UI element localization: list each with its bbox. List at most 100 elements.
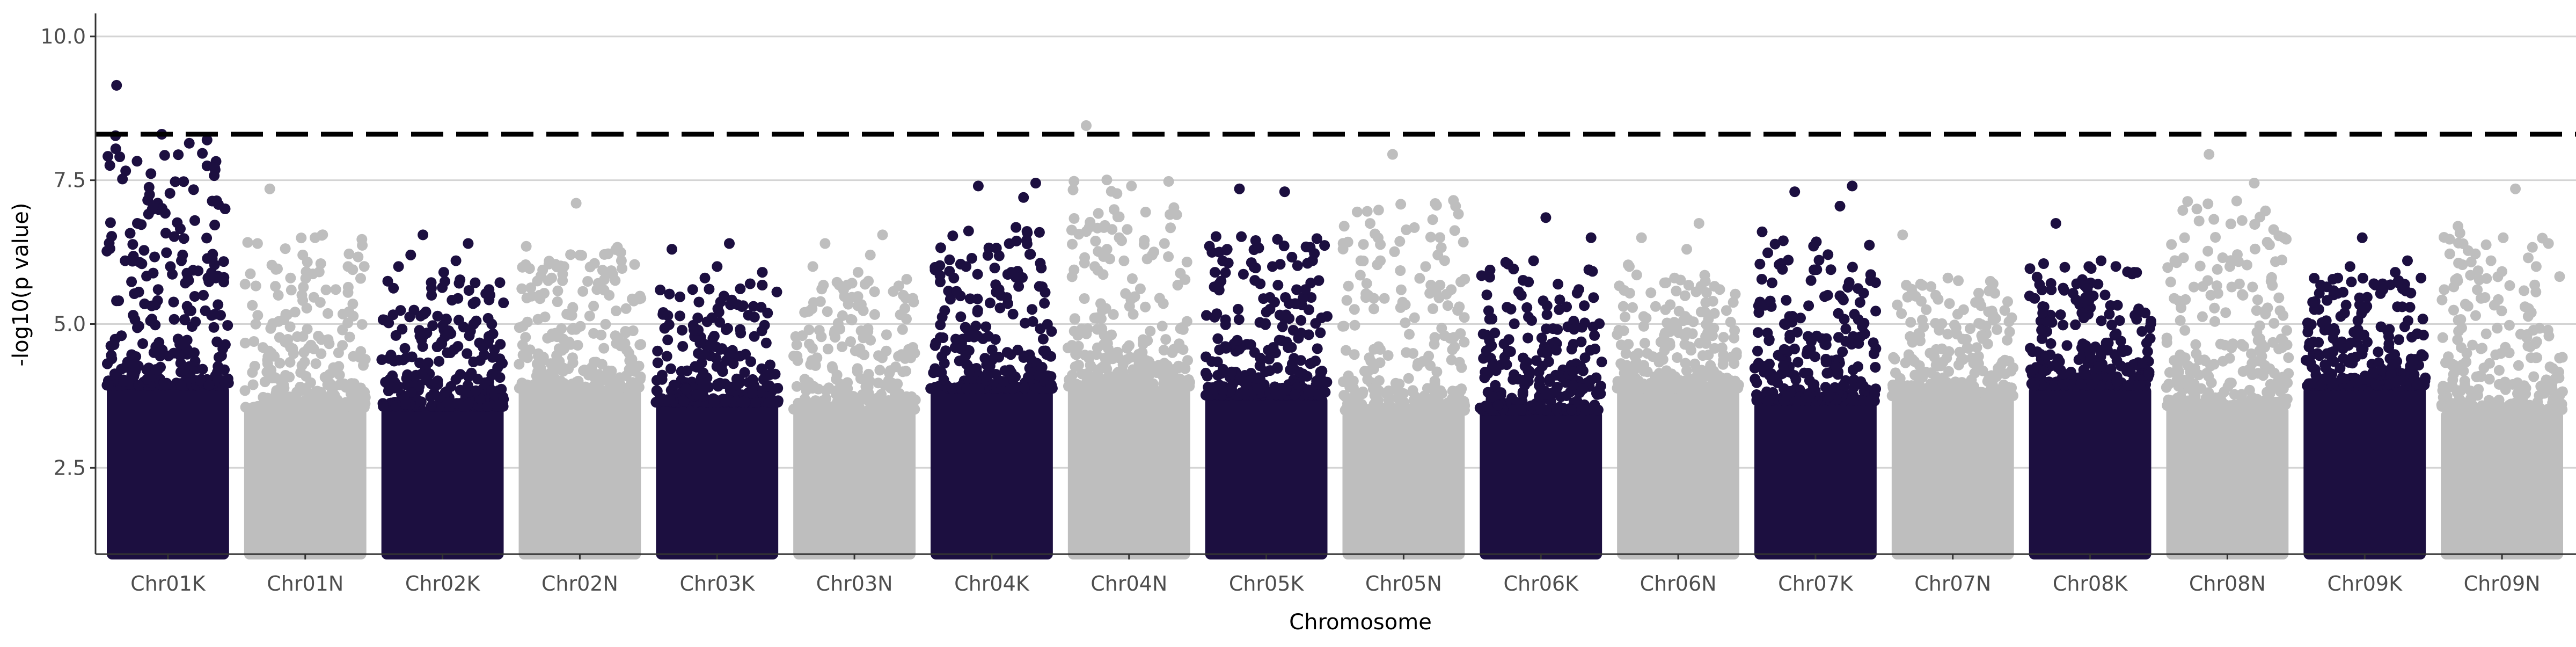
point xyxy=(1120,288,1131,299)
point xyxy=(175,380,187,391)
point xyxy=(181,301,193,312)
point xyxy=(983,242,994,253)
point xyxy=(1917,280,1928,291)
point xyxy=(1382,350,1394,361)
point xyxy=(1936,318,1948,329)
point xyxy=(2436,294,2448,306)
point xyxy=(1576,364,1587,375)
point xyxy=(2259,360,2271,371)
point xyxy=(2484,374,2495,385)
point xyxy=(1779,344,1790,355)
point xyxy=(1756,274,1767,285)
point xyxy=(525,282,537,293)
point xyxy=(2197,311,2208,322)
point xyxy=(2146,316,2156,327)
point xyxy=(270,281,281,292)
point xyxy=(451,398,462,409)
point xyxy=(1435,385,1446,396)
peak-point xyxy=(1234,183,1245,194)
point xyxy=(887,382,898,393)
point xyxy=(1135,355,1146,366)
point xyxy=(943,286,954,297)
point xyxy=(292,331,303,342)
peak-point xyxy=(152,284,164,295)
point xyxy=(280,370,291,381)
point xyxy=(1944,298,1955,309)
point xyxy=(1620,311,1630,323)
point xyxy=(1355,255,1366,266)
point xyxy=(1553,279,1564,290)
peak-point xyxy=(1114,232,1125,243)
point xyxy=(2061,340,2073,351)
point xyxy=(1236,231,1247,242)
point xyxy=(2447,374,2458,386)
point xyxy=(1901,280,1912,291)
peak-point xyxy=(2096,255,2107,266)
point xyxy=(1838,294,1849,306)
point xyxy=(560,381,571,392)
point xyxy=(1391,384,1402,396)
point xyxy=(2356,344,2367,355)
point xyxy=(1175,267,1186,279)
point xyxy=(2093,361,2104,372)
peak-point xyxy=(1255,278,1266,289)
point xyxy=(720,396,731,407)
point xyxy=(1624,288,1635,299)
point xyxy=(756,302,767,313)
point xyxy=(1921,304,1932,315)
point xyxy=(340,379,351,390)
point xyxy=(1709,308,1720,319)
point xyxy=(200,305,211,316)
point xyxy=(1066,380,1077,391)
point xyxy=(986,344,998,355)
peak-point xyxy=(310,232,320,243)
point xyxy=(665,363,676,374)
point xyxy=(950,333,961,345)
point xyxy=(584,310,595,322)
point xyxy=(1315,327,1326,338)
peak-point xyxy=(252,238,263,249)
point xyxy=(810,395,821,406)
point xyxy=(440,276,450,287)
peak-point xyxy=(342,261,354,272)
point xyxy=(522,346,533,357)
point xyxy=(1956,390,1967,401)
point xyxy=(769,383,780,395)
point xyxy=(860,381,872,392)
point xyxy=(2192,398,2204,410)
peak-point xyxy=(1006,267,1017,278)
point-band xyxy=(1754,401,1877,559)
point xyxy=(1368,364,1379,374)
point-band xyxy=(1617,388,1739,559)
point xyxy=(552,285,564,296)
point xyxy=(351,402,362,413)
point xyxy=(323,308,333,319)
point xyxy=(634,374,646,385)
point xyxy=(2475,402,2486,413)
point xyxy=(388,282,399,294)
point xyxy=(1039,297,1050,309)
point xyxy=(1403,373,1414,384)
point xyxy=(668,380,679,391)
point xyxy=(1730,288,1741,300)
point xyxy=(991,243,1002,254)
point xyxy=(474,393,486,404)
point xyxy=(2522,329,2533,340)
point xyxy=(2111,376,2123,387)
point xyxy=(583,369,594,381)
point xyxy=(195,375,206,386)
point xyxy=(1069,213,1080,224)
point xyxy=(2076,342,2087,353)
point xyxy=(1013,281,1024,292)
points-layer xyxy=(101,79,2568,559)
point xyxy=(239,385,251,396)
point xyxy=(869,286,880,297)
point xyxy=(296,232,307,244)
point xyxy=(342,287,354,298)
point xyxy=(266,347,277,359)
point xyxy=(2442,396,2453,407)
point xyxy=(1272,234,1283,245)
point xyxy=(498,394,509,405)
series-Chr03N xyxy=(788,229,921,559)
